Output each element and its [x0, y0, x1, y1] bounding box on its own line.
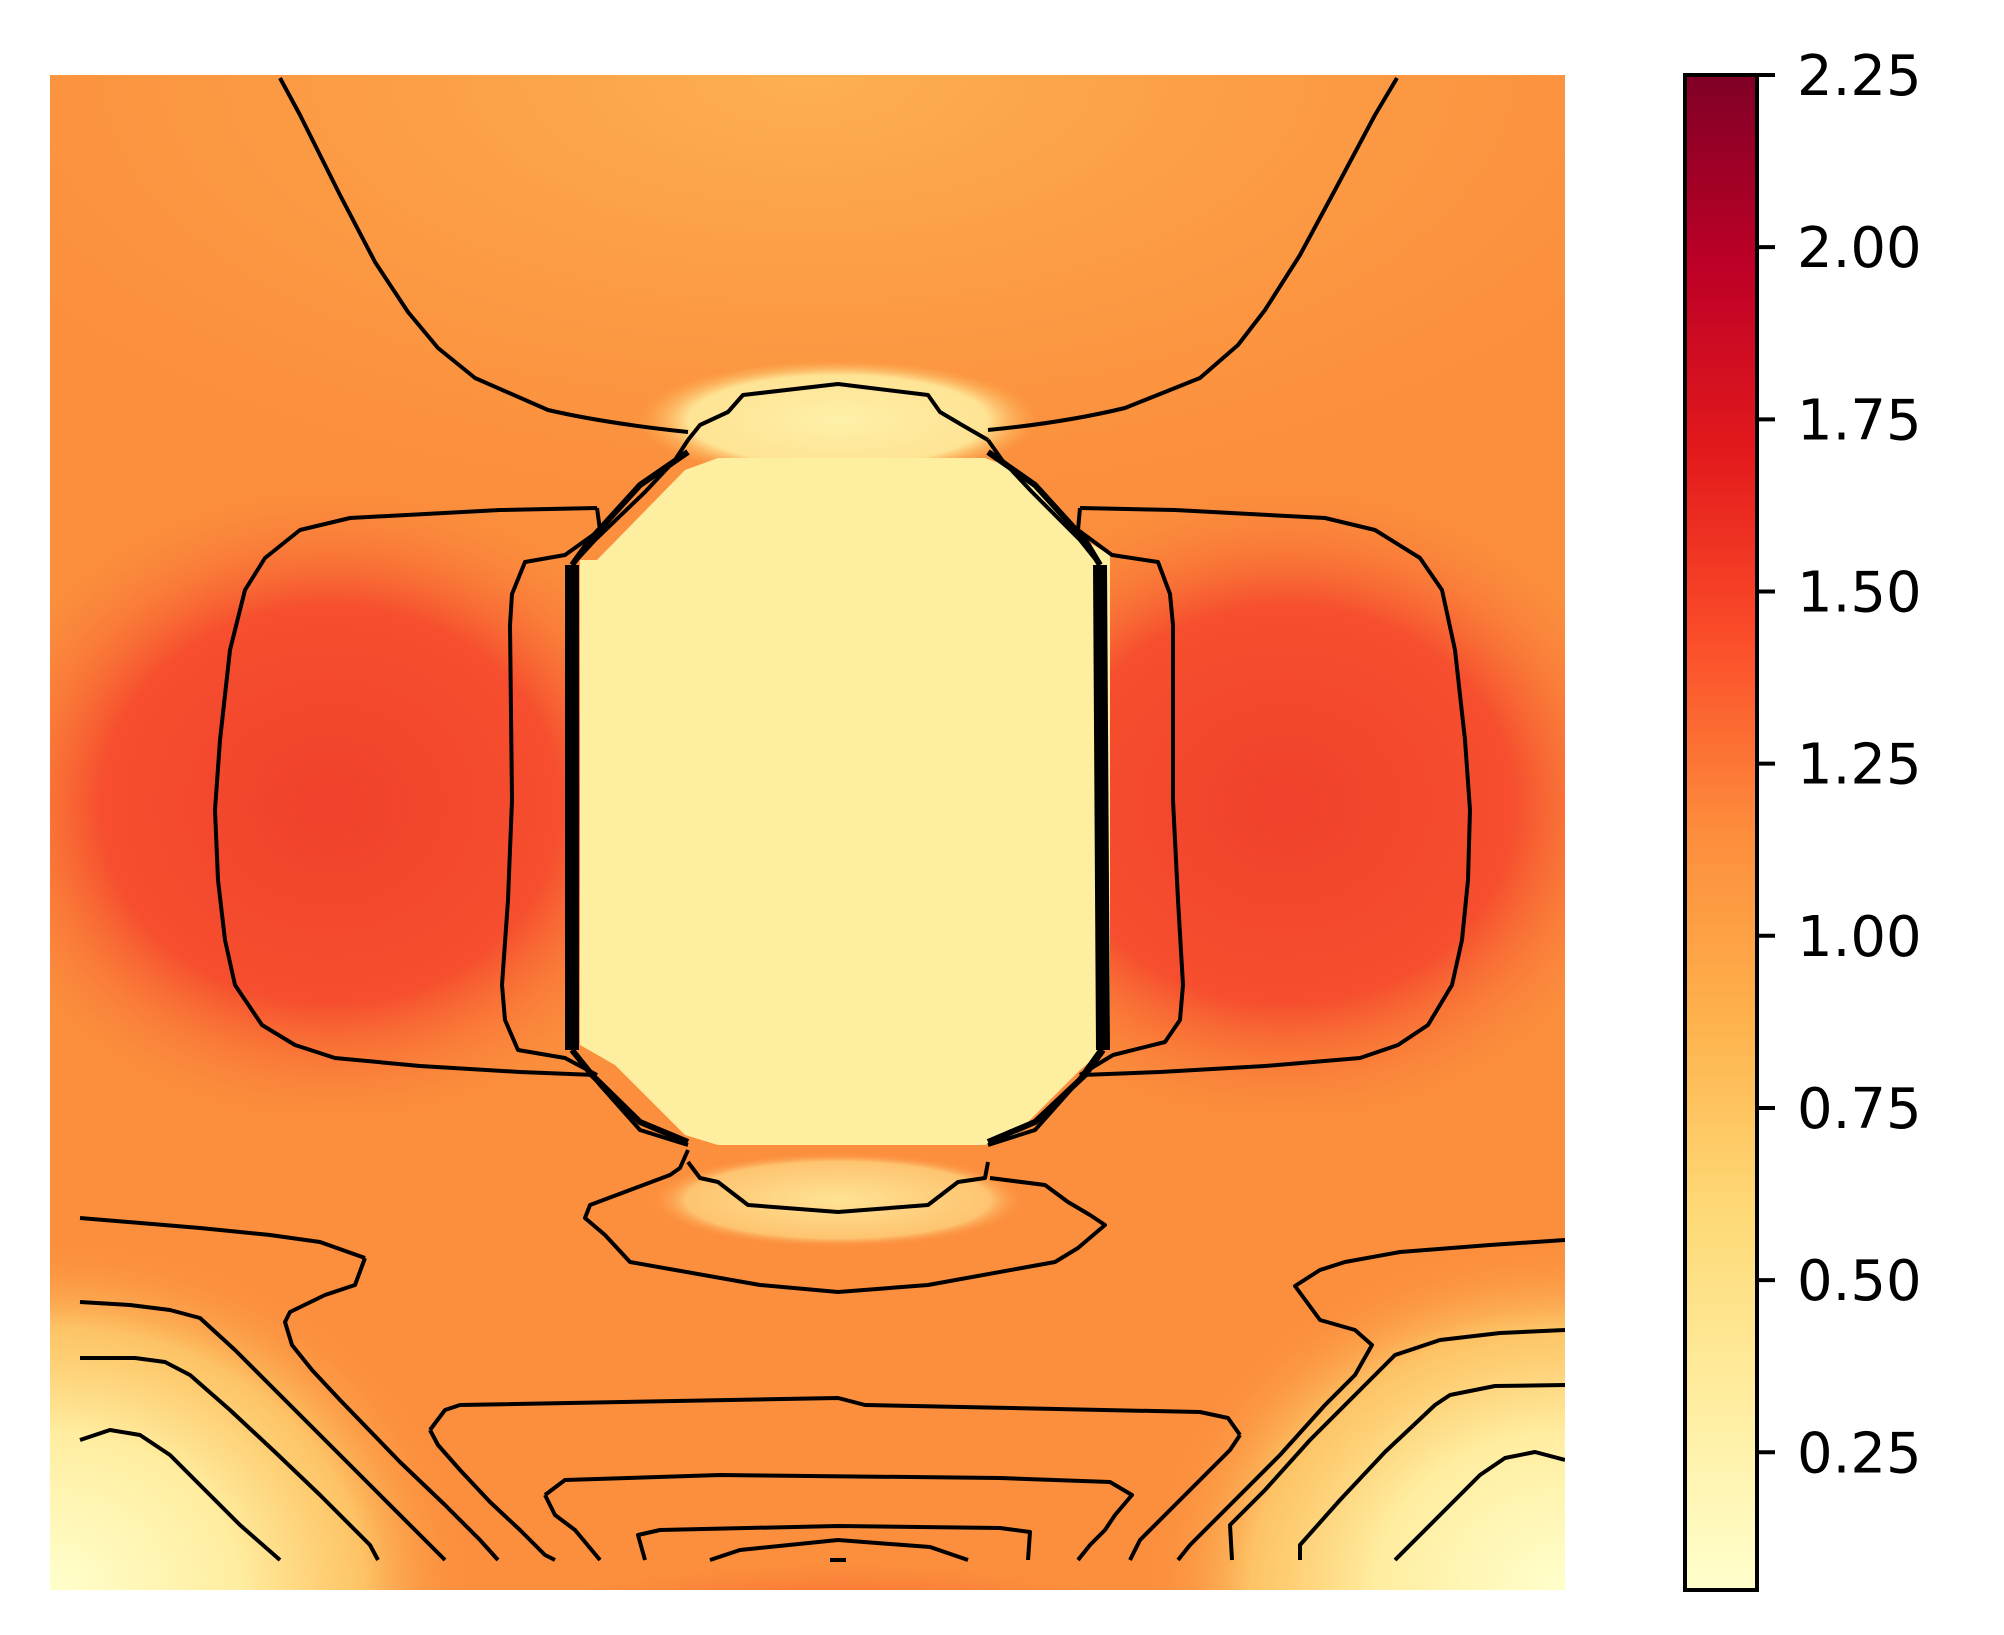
contour-line-thick [569, 1048, 690, 1145]
contour-line [1128, 1433, 1242, 1561]
contour-line-thick [1093, 564, 1110, 1051]
contour-line [1076, 507, 1185, 1077]
contour-line [1298, 1383, 1565, 1560]
contour-line [543, 1473, 1134, 1562]
contour-line [283, 1257, 500, 1562]
contour-line [583, 1149, 1107, 1294]
contour-line [278, 77, 689, 434]
contour-line [428, 1396, 1242, 1437]
contour-line-thick [569, 449, 690, 567]
contour-line [80, 1356, 380, 1561]
contour-line [213, 506, 598, 1077]
colorbar-ticks: 2.25 2.00 1.75 1.50 1.25 1.00 0.75 0.50 0.25 [1757, 44, 1922, 1486]
contour-line [79, 1216, 366, 1260]
colorbar-tick-label: 0.50 [1797, 1249, 1922, 1314]
colorbar-tick-label: 1.25 [1797, 733, 1922, 798]
colorbar-tick-label: 0.75 [1797, 1077, 1922, 1142]
colorbar-tick-label: 1.50 [1797, 560, 1922, 625]
contour-line-thick [986, 1048, 1106, 1145]
colorbar-tick-label: 0.25 [1797, 1421, 1922, 1486]
contour-lines [79, 76, 1565, 1562]
contour-line [709, 1538, 969, 1562]
contour-line [428, 1429, 556, 1562]
contour-line [1176, 1238, 1565, 1562]
contour-line [636, 1524, 1032, 1561]
colorbar-tick-label: 2.25 [1797, 44, 1922, 109]
colorbar: 2.25 2.00 1.75 1.50 1.25 1.00 0.75 0.50 0.25 [1683, 44, 1922, 1592]
contour-line [500, 507, 602, 1077]
contour-line-thick [986, 449, 1103, 567]
colorbar-tick-label: 1.75 [1797, 388, 1922, 453]
colorbar-tick-label: 2.00 [1797, 216, 1922, 281]
contour-line [1393, 1450, 1565, 1562]
heatmap-field [50, 75, 1565, 1590]
contour-line [79, 1300, 447, 1562]
contour-line [686, 382, 989, 442]
contour-line [987, 76, 1399, 432]
contour-line [1228, 1328, 1565, 1561]
colorbar-tick-label: 1.00 [1797, 905, 1922, 970]
colorbar-gradient [1683, 73, 1759, 1592]
contour-line [543, 1494, 602, 1562]
contour-line [686, 1160, 990, 1214]
contour-line [79, 1428, 282, 1562]
contour-line [1079, 506, 1472, 1077]
